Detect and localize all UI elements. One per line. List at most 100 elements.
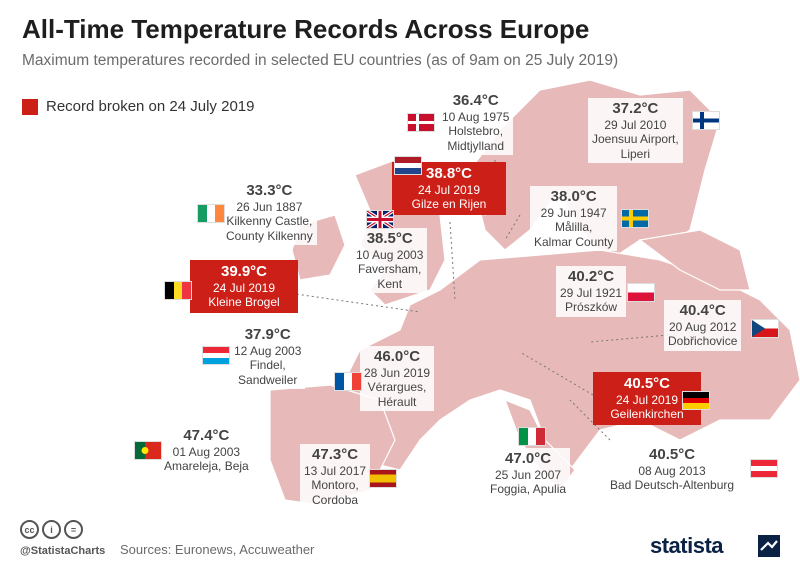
record-place: Sandweiler (238, 372, 298, 387)
license-icons: cc i = (20, 520, 83, 539)
flag-belgium-icon (165, 282, 191, 299)
record-date: 20 Aug 2012 (668, 320, 737, 334)
label-luxembourg: 37.9°C 12 Aug 2003 Findel, Sandweiler (230, 324, 306, 390)
record-date: 29 Jul 2010 (604, 118, 667, 132)
record-date: 10 Aug 2003 (356, 248, 424, 262)
flag-denmark-icon (408, 114, 434, 131)
flag-sweden-icon (622, 210, 648, 227)
flag-netherlands-icon (395, 157, 421, 174)
record-date: 24 Jul 2019 (212, 281, 276, 295)
record-place: Faversham, (358, 262, 422, 277)
temp-value: 40.4°C (679, 302, 726, 319)
temp-value: 38.5°C (366, 230, 413, 247)
temp-value: 33.3°C (246, 182, 293, 199)
flag-austria-icon (751, 460, 777, 477)
leader-cz (589, 334, 669, 343)
record-date: 29 Jun 1947 (540, 206, 607, 220)
label-denmark: 36.4°C 10 Aug 1975 Holstebro, Midtjyllan… (438, 90, 514, 156)
record-place: Målilla, (555, 220, 593, 235)
record-place: Bad Deutsch-Altenburg (610, 478, 735, 493)
record-date: 28 Jun 2019 (364, 366, 431, 380)
label-poland: 40.2°C 29 Jul 1921 Prószków (556, 266, 627, 317)
leader-de (519, 351, 594, 396)
record-place: Joensuu Airport, (592, 132, 679, 147)
record-date: 12 Aug 2003 (234, 344, 302, 358)
temp-value: 40.5°C (649, 446, 696, 463)
record-place: Midtjylland (447, 138, 505, 153)
flag-france-icon (335, 373, 361, 390)
by-icon: i (42, 520, 61, 539)
record-place: Prószków (565, 300, 618, 315)
record-date: 01 Aug 2003 (172, 445, 241, 459)
record-date: 25 Jun 2007 (495, 468, 562, 482)
flag-uk-icon (367, 211, 393, 228)
record-place: Amareleja, Beja (164, 459, 249, 474)
record-place: County Kilkenny (226, 228, 313, 243)
label-austria: 40.5°C 08 Aug 2013 Bad Deutsch-Altenburg (606, 444, 739, 495)
flag-poland-icon (628, 284, 654, 301)
record-place: Foggia, Apulia (490, 482, 567, 497)
label-czech: 40.4°C 20 Aug 2012 Dobřichovice (664, 300, 742, 351)
label-finland: 37.2°C 29 Jul 2010 Joensuu Airport, Lipe… (588, 98, 683, 164)
legend: Record broken on 24 July 2019 (22, 98, 254, 115)
record-date: 08 Aug 2013 (638, 464, 706, 478)
record-place: Dobřichovice (668, 334, 738, 349)
label-spain: 47.3°C 13 Jul 2017 Montoro, Cordoba (300, 444, 371, 510)
statista-logo[interactable]: statista (650, 533, 724, 558)
label-sweden: 38.0°C 29 Jun 1947 Målilla, Kalmar Count… (530, 186, 618, 252)
temp-value: 40.2°C (568, 268, 615, 285)
nd-icon: = (64, 520, 83, 539)
record-place: Geilenkirchen (610, 407, 684, 422)
flag-finland-icon (693, 112, 719, 129)
temp-value: 39.9°C (220, 263, 268, 280)
temp-value: 36.4°C (452, 92, 499, 109)
map-baltics (638, 229, 751, 291)
record-place: Kilkenny Castle, (226, 214, 313, 229)
temp-value: 38.0°C (550, 188, 597, 205)
record-place: Kleine Brogel (208, 295, 280, 310)
temp-value: 38.8°C (425, 165, 473, 182)
statista-handle[interactable]: @StatistaCharts (20, 545, 106, 557)
temp-value: 47.4°C (183, 427, 230, 444)
record-place: Gilze en Rijen (411, 197, 487, 212)
cc-icon: cc (20, 520, 39, 539)
flag-luxembourg-icon (203, 347, 229, 364)
legend-label: Record broken on 24 July 2019 (46, 98, 255, 115)
leader-nl (449, 221, 456, 301)
record-date: 24 Jul 2019 (417, 183, 481, 197)
record-place: Cordoba (312, 492, 359, 507)
flag-germany-icon (683, 392, 709, 409)
record-place: Holstebro, (448, 124, 504, 139)
record-place: Liperi (620, 146, 651, 161)
temp-value: 47.3°C (312, 446, 359, 463)
label-italy: 47.0°C 25 Jun 2007 Foggia, Apulia (486, 448, 571, 499)
label-uk: 38.5°C 10 Aug 2003 Faversham, Kent (352, 228, 428, 294)
record-place: Vérargues, (367, 380, 427, 395)
legend-swatch (22, 98, 38, 115)
temp-value: 46.0°C (374, 348, 421, 365)
record-place: Kent (377, 276, 403, 291)
temp-value: 37.9°C (244, 326, 291, 343)
temp-value: 47.0°C (505, 450, 552, 467)
flag-ireland-icon (198, 205, 224, 222)
sources-text: Sources: Euronews, Accuweather (120, 542, 315, 557)
statista-mark-icon (758, 535, 780, 557)
flag-spain-icon (370, 470, 396, 487)
record-date: 13 Jul 2017 (304, 464, 367, 478)
record-place: Montoro, (311, 478, 359, 493)
record-date: 26 Jun 1887 (236, 200, 303, 214)
label-portugal: 47.4°C 01 Aug 2003 Amareleja, Beja (160, 425, 253, 476)
flag-italy-icon (519, 428, 545, 445)
record-place: Findel, (249, 358, 286, 373)
record-place: Hérault (377, 394, 417, 409)
label-france: 46.0°C 28 Jun 2019 Vérargues, Hérault (360, 346, 435, 412)
record-place: Kalmar County (534, 234, 614, 249)
leader-be (281, 291, 421, 313)
page-title: All-Time Temperature Records Across Euro… (22, 14, 590, 44)
flag-portugal-icon (135, 442, 161, 459)
flag-czech-icon (752, 320, 778, 337)
temp-value: 37.2°C (612, 100, 659, 117)
record-date: 29 Jul 1921 (560, 286, 623, 300)
label-ireland: 33.3°C 26 Jun 1887 Kilkenny Castle, Coun… (222, 180, 317, 246)
record-date: 24 Jul 2019 (615, 393, 679, 407)
